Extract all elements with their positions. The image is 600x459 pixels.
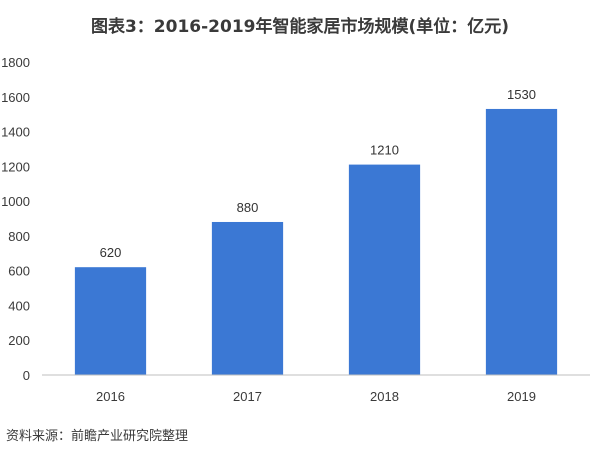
data-label-2017: 880 — [237, 200, 259, 215]
y-tick-label: 0 — [23, 368, 30, 383]
bar-2019 — [485, 108, 558, 375]
y-axis-ticks: 0 200 400 600 800 1000 1200 1400 1600 1800 — [1, 55, 30, 383]
y-tick-label: 400 — [8, 298, 30, 313]
x-axis-ticks: 2016 2017 2018 2019 — [96, 389, 536, 404]
bar-2016 — [74, 267, 147, 375]
bars — [74, 108, 558, 375]
data-label-2018: 1210 — [370, 143, 399, 158]
y-tick-label: 1200 — [1, 159, 30, 174]
data-labels: 620 880 1210 1530 — [100, 87, 536, 260]
data-label-2019: 1530 — [507, 87, 536, 102]
bar-2017 — [211, 221, 284, 375]
y-tick-label: 200 — [8, 333, 30, 348]
y-tick-label: 1600 — [1, 90, 30, 105]
source-note: 资料来源：前瞻产业研究院整理 — [6, 429, 189, 444]
x-tick-label-2016: 2016 — [96, 389, 125, 404]
data-label-2016: 620 — [100, 245, 122, 260]
bar-2018 — [348, 164, 421, 375]
chart-title: 图表3：2016-2019年智能家居市场规模(单位：亿元) — [90, 17, 510, 37]
x-tick-label-2018: 2018 — [370, 389, 399, 404]
x-tick-label-2017: 2017 — [233, 389, 262, 404]
y-tick-label: 800 — [8, 229, 30, 244]
y-tick-label: 600 — [8, 264, 30, 279]
y-tick-label: 1000 — [1, 194, 30, 209]
x-tick-label-2019: 2019 — [507, 389, 536, 404]
y-tick-label: 1400 — [1, 125, 30, 140]
y-tick-label: 1800 — [1, 55, 30, 70]
